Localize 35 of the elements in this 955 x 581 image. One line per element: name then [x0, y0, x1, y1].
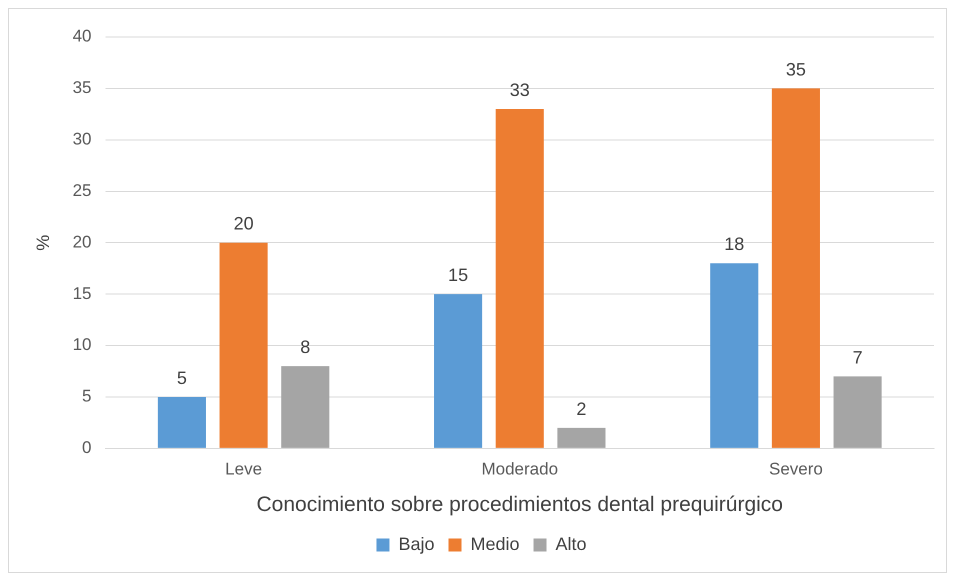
y-tick-label: 10: [72, 335, 92, 354]
legend-label: Bajo: [398, 534, 434, 554]
bar: [220, 242, 268, 448]
data-label: 2: [576, 398, 586, 419]
y-tick-label: 5: [82, 386, 92, 406]
data-label: 35: [786, 59, 806, 80]
y-axis-title: %: [32, 234, 53, 251]
x-tick-label: Leve: [225, 459, 262, 478]
data-label: 20: [234, 214, 254, 234]
data-label: 15: [448, 265, 468, 286]
legend-label: Medio: [470, 534, 520, 554]
bar: [834, 376, 882, 448]
data-label: 33: [510, 80, 530, 100]
x-tick-label: Severo: [768, 459, 823, 478]
bar: [281, 366, 330, 448]
data-label: 18: [724, 234, 744, 254]
bar: [710, 263, 758, 448]
data-label: 7: [852, 347, 863, 368]
bar: [772, 88, 820, 448]
y-tick-label: 20: [72, 232, 92, 252]
y-tick-label: 30: [72, 130, 92, 149]
y-tick-label: 0: [82, 438, 92, 458]
bar: [496, 108, 544, 448]
legend-label: Alto: [556, 534, 587, 554]
y-tick-label: 35: [72, 78, 92, 98]
y-tick-label: 25: [72, 180, 92, 200]
x-tick-label: Moderado: [481, 459, 558, 478]
x-axis-title: Conocimiento sobre procedimientos dental prequirúrgico: [256, 493, 783, 516]
bar: [557, 428, 606, 448]
bar: [158, 396, 206, 448]
bar: [434, 294, 482, 448]
data-label: 5: [176, 368, 187, 388]
data-label: 8: [300, 337, 310, 358]
y-tick-label: 40: [72, 26, 92, 46]
y-tick-label: 15: [72, 284, 92, 303]
